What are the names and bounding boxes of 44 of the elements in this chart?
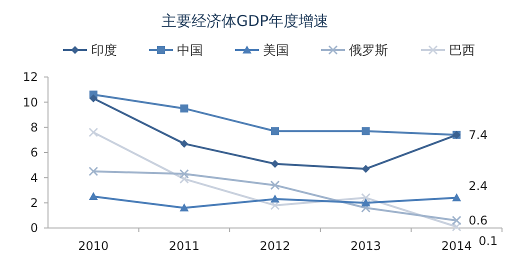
annotation: 7.4 bbox=[468, 128, 488, 142]
point bbox=[270, 200, 280, 210]
annotation: 2.4 bbox=[468, 179, 488, 193]
point bbox=[362, 127, 370, 136]
point bbox=[88, 166, 98, 176]
y-tick-label: 6 bbox=[30, 146, 38, 160]
point bbox=[179, 169, 189, 179]
legend-label: 印度 bbox=[91, 42, 117, 59]
point bbox=[88, 128, 98, 138]
y-tick-label: 12 bbox=[22, 70, 38, 84]
x-tick-label: 2010 bbox=[78, 239, 109, 253]
point bbox=[271, 160, 279, 168]
point bbox=[89, 94, 98, 102]
chart-title: 主要经济体GDP年度增速 bbox=[161, 12, 329, 30]
point bbox=[179, 174, 189, 184]
x-tick-label: 2014 bbox=[441, 239, 472, 253]
y-tick-label: 2 bbox=[30, 196, 38, 210]
annotation: 0.6 bbox=[468, 214, 488, 228]
legend-label: 俄罗斯 bbox=[349, 44, 388, 59]
x-tick-label: 2013 bbox=[350, 239, 382, 253]
point bbox=[180, 104, 188, 112]
legend-label: 中国 bbox=[177, 44, 203, 59]
point bbox=[180, 203, 189, 212]
point bbox=[361, 198, 370, 206]
point bbox=[452, 193, 462, 202]
legend-label: 美国 bbox=[263, 42, 289, 59]
point bbox=[362, 164, 370, 173]
point bbox=[270, 180, 280, 190]
x-tick-label: 2011 bbox=[168, 239, 200, 253]
point bbox=[270, 194, 280, 203]
legend-label: 巴西 bbox=[449, 44, 475, 59]
point bbox=[361, 193, 371, 203]
y-tick-label: 10 bbox=[22, 95, 38, 110]
point bbox=[88, 192, 98, 200]
point bbox=[361, 203, 371, 213]
point bbox=[180, 140, 188, 148]
point bbox=[271, 127, 279, 136]
y-tick-label: 4 bbox=[30, 170, 38, 185]
point bbox=[452, 216, 462, 226]
x-tick-label: 2012 bbox=[260, 239, 290, 253]
annotation: 0.1 bbox=[478, 234, 498, 248]
y-tick-label: 0 bbox=[30, 221, 38, 236]
point bbox=[452, 222, 462, 232]
y-tick-label: 8 bbox=[30, 120, 38, 135]
